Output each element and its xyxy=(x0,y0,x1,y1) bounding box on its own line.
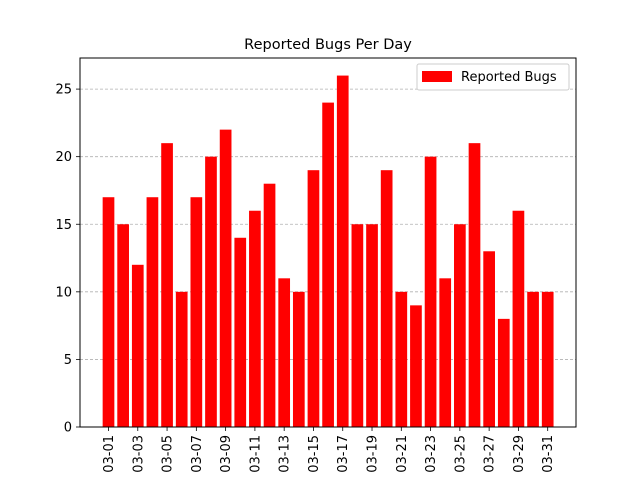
legend-label: Reported Bugs xyxy=(461,70,557,85)
x-tick-label: 03-03 xyxy=(131,435,146,473)
bar xyxy=(512,210,525,427)
x-tick-label: 03-15 xyxy=(307,435,322,473)
legend-swatch xyxy=(422,71,452,82)
bar xyxy=(146,197,159,427)
y-tick-label: 5 xyxy=(64,353,72,368)
legend-box xyxy=(416,63,570,91)
x-tick-label: 03-31 xyxy=(541,435,556,473)
bar xyxy=(468,143,481,427)
x-tick-label: 03-21 xyxy=(395,435,410,473)
x-tick-label: 03-17 xyxy=(336,435,351,473)
y-tick-label: 10 xyxy=(55,285,72,300)
bar xyxy=(117,224,129,427)
x-tick-label: 03-13 xyxy=(278,435,293,473)
x-axis: 03-01 03-03 03-05 03-07 03-09 03-11 03-13 03-15… xyxy=(102,427,556,473)
bar xyxy=(131,264,144,427)
bar xyxy=(249,210,261,427)
bar xyxy=(175,291,188,427)
plot-frame xyxy=(79,57,577,428)
bar xyxy=(497,318,510,427)
bar xyxy=(190,197,203,427)
bar xyxy=(292,291,305,427)
bar xyxy=(102,197,115,427)
bar xyxy=(336,75,349,428)
y-tick-label: 15 xyxy=(55,218,72,233)
bar xyxy=(263,183,276,427)
bar xyxy=(541,291,554,427)
bar xyxy=(454,224,466,427)
x-tick-label: 03-27 xyxy=(483,435,498,473)
bar xyxy=(161,143,173,427)
bar xyxy=(366,224,378,427)
y-tick-label: 20 xyxy=(55,150,72,165)
bar xyxy=(322,102,334,427)
bar xyxy=(424,156,437,427)
bar xyxy=(483,251,495,427)
x-tick-label: 03-01 xyxy=(102,435,117,473)
x-tick-label: 03-07 xyxy=(190,435,205,473)
bar xyxy=(351,224,364,427)
bar xyxy=(527,291,539,427)
bar xyxy=(205,156,217,427)
bar xyxy=(234,237,247,427)
x-tick-label: 03-11 xyxy=(248,435,263,473)
y-axis: 0 5 10 15 20 25 xyxy=(55,83,80,436)
y-tick-label: 0 xyxy=(64,421,72,436)
bar xyxy=(439,278,452,427)
legend: Reported Bugs xyxy=(416,63,570,91)
bar xyxy=(219,129,232,427)
y-tick-label: 25 xyxy=(55,83,72,98)
x-tick-label: 03-19 xyxy=(366,435,381,473)
bar xyxy=(380,170,393,427)
bar xyxy=(395,291,408,427)
bars xyxy=(102,75,554,428)
x-tick-label: 03-29 xyxy=(512,435,527,473)
x-tick-label: 03-05 xyxy=(161,435,176,473)
bar xyxy=(410,305,422,427)
x-tick-label: 03-25 xyxy=(453,435,468,473)
chart-title: Reported Bugs Per Day xyxy=(244,37,412,53)
bar xyxy=(307,170,320,427)
x-tick-label: 03-09 xyxy=(219,435,234,473)
x-tick-label: 03-23 xyxy=(424,435,439,473)
bar xyxy=(278,278,291,427)
